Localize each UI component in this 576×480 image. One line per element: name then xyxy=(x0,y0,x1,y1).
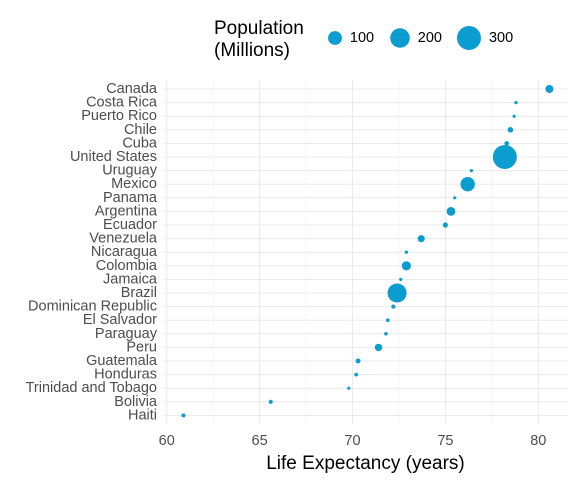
y-tick-label: El Salvador xyxy=(83,312,157,328)
data-point xyxy=(512,114,516,118)
legend: Population (Millions) 100 200 300 xyxy=(214,18,513,61)
legend-key-label: 300 xyxy=(489,30,513,46)
legend-keys: 100 200 300 xyxy=(328,26,513,50)
data-point xyxy=(354,372,359,377)
y-tick-label: Panama xyxy=(103,190,158,206)
data-point xyxy=(469,169,473,173)
y-tick-label: Brazil xyxy=(121,285,157,301)
y-tick-label: Puerto Rico xyxy=(81,108,157,124)
y-tick-label: Venezuela xyxy=(89,231,158,247)
y-tick-label: Trinidad and Tobago xyxy=(26,380,157,396)
data-point xyxy=(385,318,390,323)
y-tick-label: Dominican Republic xyxy=(28,299,157,315)
legend-key-circle xyxy=(457,26,481,50)
x-tick-label: 80 xyxy=(530,433,546,449)
y-tick-label: Canada xyxy=(106,81,158,97)
legend-key-circle xyxy=(328,31,342,45)
y-tick-label: Uruguay xyxy=(102,163,158,179)
data-point xyxy=(460,176,475,192)
y-tick-label: Paraguay xyxy=(95,326,158,342)
y-tick-label: Costa Rica xyxy=(86,95,158,111)
y-tick-label: Chile xyxy=(124,122,157,138)
data-point xyxy=(446,207,456,216)
data-point xyxy=(514,101,518,105)
data-point xyxy=(545,85,554,93)
data-point xyxy=(442,222,448,228)
y-tick-label: Haiti xyxy=(128,407,157,423)
data-point xyxy=(417,235,425,243)
data-point xyxy=(268,399,273,404)
legend-title-line-2: (Millions) xyxy=(214,40,290,61)
data-point xyxy=(347,386,351,390)
data-point xyxy=(384,332,388,336)
x-tick-label: 70 xyxy=(344,433,360,449)
y-tick-label: Jamaica xyxy=(103,271,158,287)
y-tick-label: Ecuador xyxy=(103,217,157,233)
x-axis-title: Life Expectancy (years) xyxy=(266,453,465,474)
y-tick-label: United States xyxy=(70,149,157,165)
data-point xyxy=(391,304,396,309)
data-point xyxy=(401,261,411,271)
y-tick-label: Honduras xyxy=(94,367,157,383)
y-tick-label: Peru xyxy=(126,339,157,355)
y-tick-label: Argentina xyxy=(95,203,158,219)
y-tick-label: Mexico xyxy=(111,176,157,192)
data-point xyxy=(374,343,383,352)
data-point xyxy=(504,141,510,146)
x-tick-label: 65 xyxy=(252,433,268,449)
legend-title-line-1: Population xyxy=(214,18,304,39)
y-tick-label: Guatemala xyxy=(86,353,158,369)
x-tick-label: 60 xyxy=(159,433,175,449)
data-point xyxy=(404,250,409,254)
data-point xyxy=(507,127,514,133)
y-tick-label: Cuba xyxy=(122,135,158,151)
legend-key-circle xyxy=(390,28,410,48)
data-point xyxy=(492,145,517,169)
data-point xyxy=(355,358,361,364)
data-point xyxy=(453,196,457,200)
data-points xyxy=(181,85,554,418)
data-point xyxy=(399,277,403,281)
data-point xyxy=(181,413,186,418)
x-tick-label: 75 xyxy=(437,433,453,449)
y-tick-label: Colombia xyxy=(96,258,158,274)
data-point xyxy=(387,283,407,303)
y-tick-label: Bolivia xyxy=(114,394,158,410)
legend-key-label: 200 xyxy=(418,30,442,46)
y-tick-label: Nicaragua xyxy=(91,244,158,260)
grid-lines xyxy=(163,80,568,424)
legend-key-label: 100 xyxy=(350,30,374,46)
x-tick-labels: 60 65 70 75 80 xyxy=(159,433,547,449)
